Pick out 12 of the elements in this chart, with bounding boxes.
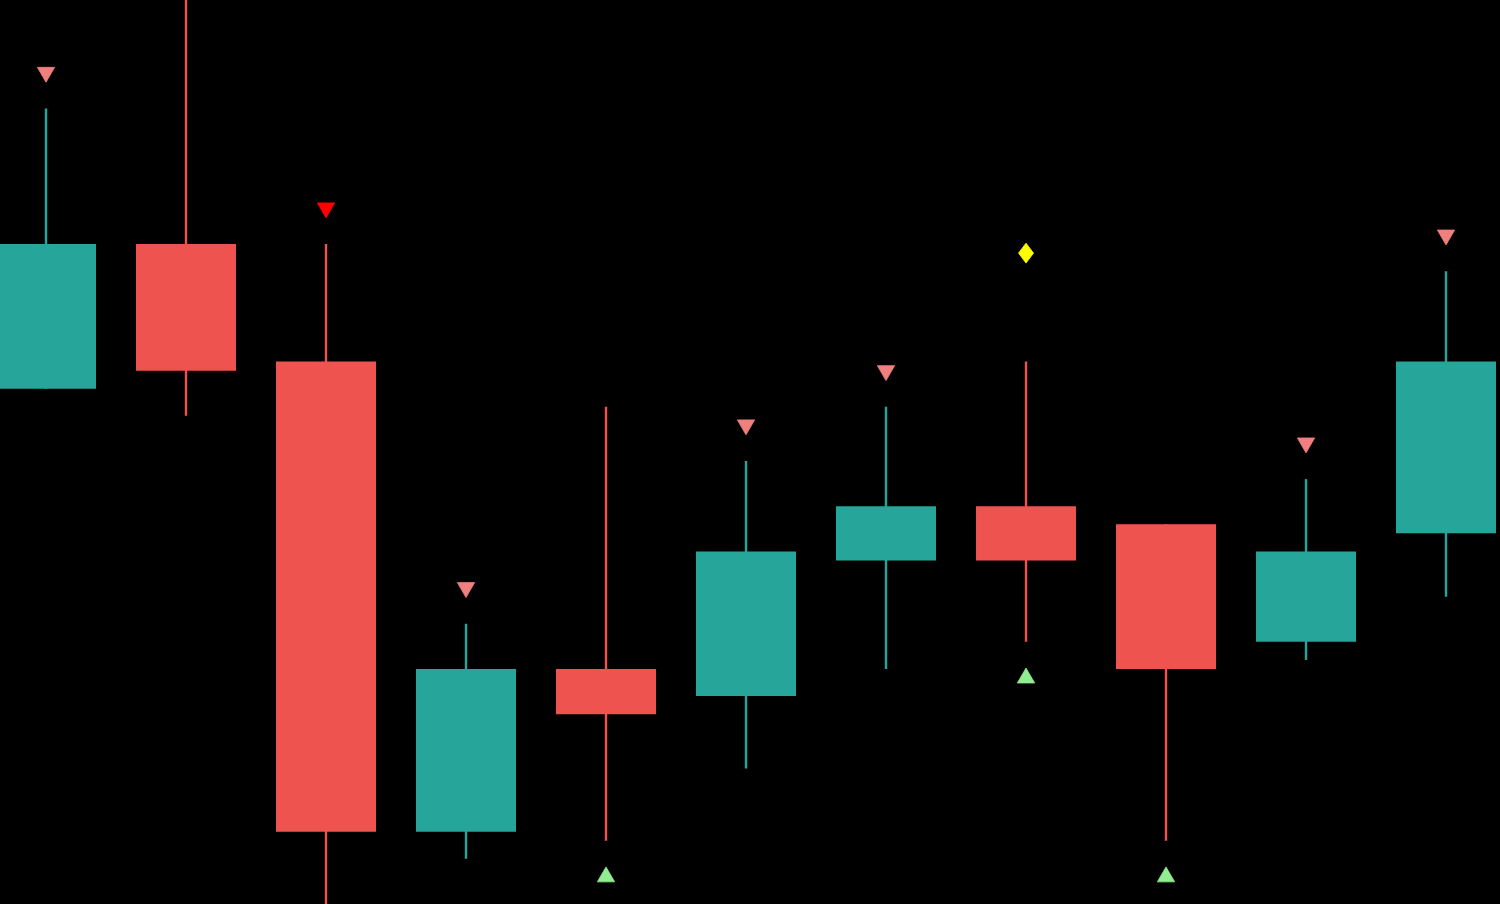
- point: [36, 66, 56, 83]
- point: [596, 866, 616, 883]
- point: [456, 582, 476, 598]
- point: [1296, 437, 1316, 454]
- point: [1436, 229, 1456, 246]
- candlestick: [556, 405, 657, 842]
- point: [316, 202, 336, 219]
- point: [736, 419, 756, 436]
- point: [1018, 242, 1034, 264]
- point: [1016, 667, 1036, 684]
- point: [876, 365, 896, 381]
- point: [1156, 866, 1176, 883]
